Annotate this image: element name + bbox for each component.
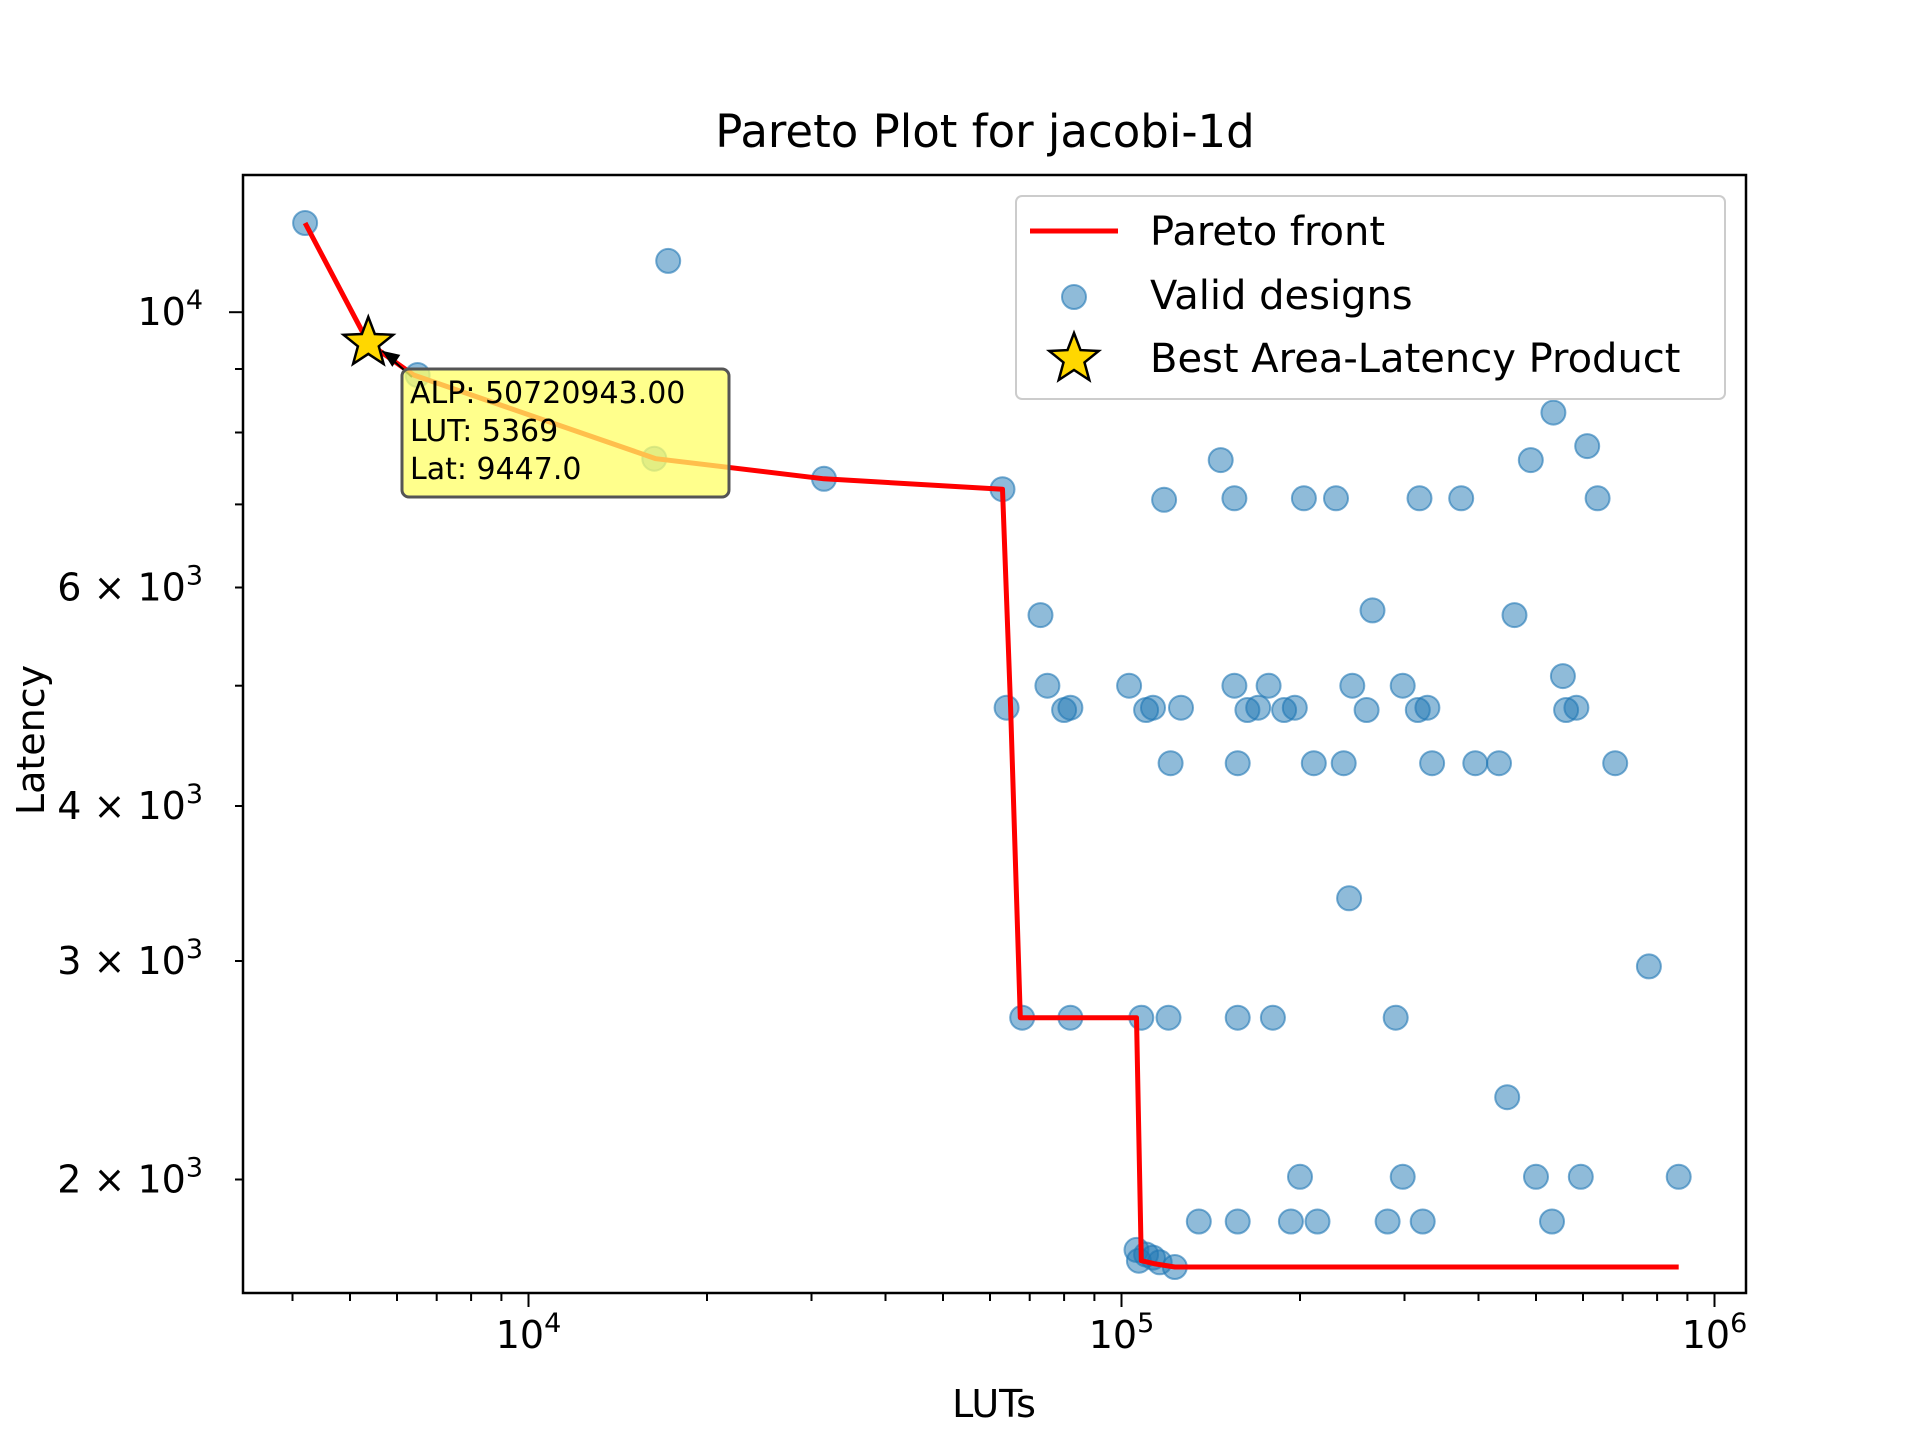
valid-design-point (1414, 694, 1441, 721)
annotation-line: ALP: 50720943.00 (410, 376, 685, 411)
y-tick-label: 2 × 103 (57, 1153, 203, 1202)
valid-design-point (1207, 447, 1234, 474)
valid-design-point (1389, 1163, 1416, 1190)
valid-design-point (1140, 694, 1166, 721)
valid-design-point (1501, 602, 1528, 629)
valid-design-point (1185, 1208, 1212, 1235)
valid-design-point (1389, 672, 1416, 699)
valid-design-point (1304, 1208, 1331, 1235)
y-axis-label: Latency (9, 665, 53, 815)
x-tick-label: 104 (496, 1308, 562, 1357)
valid-design-point (1540, 399, 1567, 426)
valid-design-point (1374, 1208, 1401, 1235)
annotation-line: Lat: 9447.0 (410, 452, 581, 487)
valid-design-point (1574, 433, 1601, 460)
valid-design-point (1336, 885, 1363, 912)
valid-design-point (1151, 486, 1178, 513)
valid-design-point (1221, 485, 1248, 512)
valid-design-point (1168, 694, 1194, 721)
valid-design-point (1245, 694, 1272, 721)
y-tick-label: 3 × 103 (57, 934, 203, 983)
valid-design-point (1409, 1208, 1436, 1235)
valid-design-point (1287, 1163, 1313, 1190)
valid-design-point (1406, 485, 1433, 512)
legend-best-alp-label: Best Area-Latency Product (1150, 336, 1680, 382)
valid-design-point (1486, 750, 1512, 777)
legend-pareto-front-label: Pareto front (1150, 209, 1385, 255)
valid-design-point (1448, 485, 1475, 512)
x-tick-label: 106 (1682, 1308, 1748, 1357)
valid-design-point (1224, 1004, 1251, 1031)
valid-design-point (655, 247, 682, 274)
valid-design-point (1359, 597, 1386, 624)
valid-design-point (1330, 750, 1357, 777)
valid-design-point (1281, 694, 1308, 721)
valid-design-point (1157, 750, 1184, 777)
plot-frame (241, 173, 1748, 1295)
valid-design-point (1382, 1004, 1409, 1031)
valid-design-point (1255, 672, 1282, 699)
valid-design-point (1221, 672, 1248, 699)
annotation-arrowhead (382, 350, 401, 367)
valid-design-point (1155, 1004, 1182, 1031)
valid-design-point (1300, 750, 1327, 777)
legend-valid-designs-label: Valid designs (1150, 273, 1413, 319)
axis-ticks: 104 105 106 2 × 103 3 × 103 4 × 103 6 × 103 104 (57, 285, 1747, 1357)
valid-design-point (1224, 1208, 1251, 1235)
legend-best-alp-swatch (1045, 329, 1103, 383)
y-tick-label: 4 × 103 (57, 779, 203, 828)
x-tick-label: 105 (1089, 1308, 1155, 1357)
valid-design-point (1567, 1163, 1594, 1190)
y-tick-label: 6 × 103 (57, 561, 203, 610)
valid-design-point (1419, 750, 1446, 777)
valid-design-point (1517, 447, 1544, 474)
valid-design-point (993, 694, 1020, 721)
x-axis-label: LUTs (952, 1382, 1036, 1426)
y-tick-label: 104 (137, 285, 203, 334)
valid-design-point (1034, 672, 1061, 699)
legend-valid-designs-swatch (1061, 284, 1087, 310)
valid-design-point (1259, 1004, 1286, 1031)
valid-design-point (1339, 672, 1366, 699)
valid-design-point (1665, 1163, 1692, 1190)
valid-design-point (1027, 602, 1054, 629)
valid-design-point (1277, 1208, 1304, 1235)
valid-design-point (1224, 750, 1251, 777)
valid-design-point (1323, 485, 1349, 512)
best-alp-star (340, 313, 397, 367)
valid-design-point (1057, 694, 1084, 721)
legend: Pareto front Valid designs Best Area-Lat… (1015, 195, 1726, 400)
annotation-line: LUT: 5369 (410, 414, 558, 449)
valid-design-point (1635, 953, 1662, 980)
valid-design-point (1290, 485, 1317, 512)
annotation-box (400, 367, 731, 499)
valid-design-point (1584, 485, 1611, 512)
valid-design-point (1539, 1208, 1565, 1235)
valid-design-point (1116, 672, 1143, 699)
chart-title: Pareto Plot for jacobi-1d (715, 105, 1255, 158)
legend-box (1015, 195, 1726, 400)
valid-design-point (1602, 750, 1629, 777)
valid-design-point (1353, 697, 1380, 723)
valid-design-point (1563, 694, 1590, 721)
valid-design-point (1549, 663, 1576, 690)
valid-design-point (1462, 750, 1489, 777)
valid-design-point (1523, 1163, 1549, 1190)
valid-design-point (1494, 1084, 1521, 1111)
